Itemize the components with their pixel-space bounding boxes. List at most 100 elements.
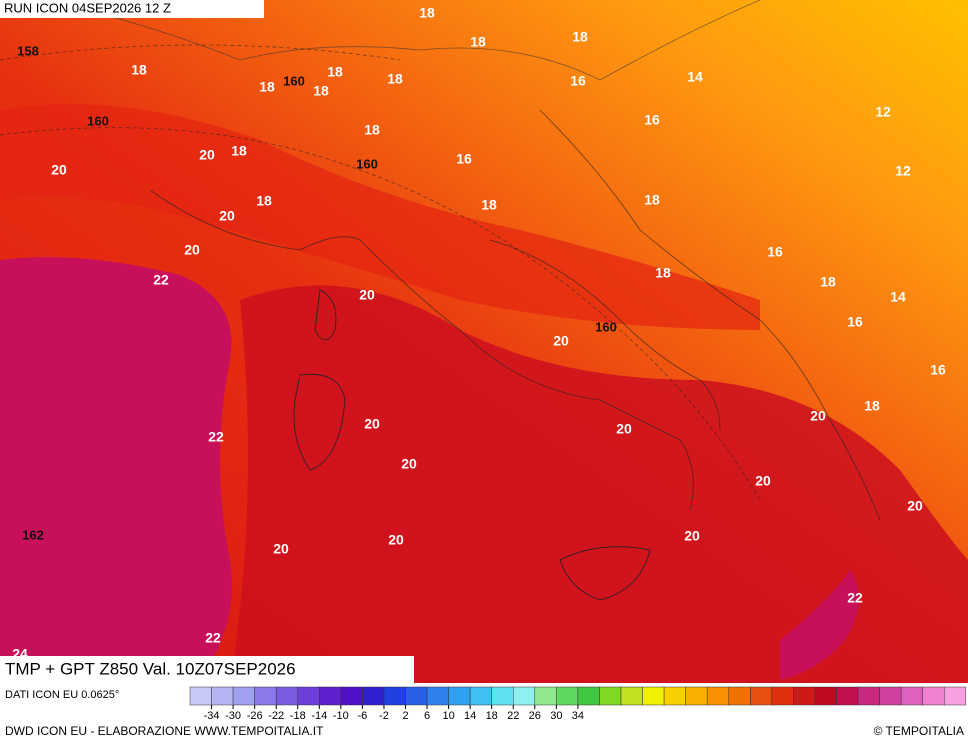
height-label: 160 <box>356 156 378 171</box>
temperature-label: 20 <box>359 287 375 303</box>
temperature-label: 20 <box>273 541 289 557</box>
temperature-label: 18 <box>820 274 836 290</box>
temperature-label: 20 <box>616 421 632 437</box>
temperature-label: 18 <box>259 79 275 95</box>
colorbar-tick-label: -26 <box>247 710 263 722</box>
temperature-label: 16 <box>570 73 586 89</box>
colorbar-swatch <box>900 686 923 706</box>
height-label: 162 <box>22 527 44 542</box>
temperature-label: 18 <box>481 197 497 213</box>
temperature-label: 18 <box>131 62 147 78</box>
brand-label: © TEMPOITALIA <box>874 724 964 738</box>
colorbar-swatch <box>469 686 492 706</box>
colorbar-swatch <box>663 686 686 706</box>
colorbar-swatch <box>491 686 514 706</box>
colorbar-swatch <box>513 686 536 706</box>
credit-label: DWD ICON EU - ELABORAZIONE WWW.TEMPOITAL… <box>5 724 324 738</box>
temperature-label: 24 <box>12 646 28 662</box>
temperature-label: 20 <box>810 408 826 424</box>
temperature-label: 20 <box>684 528 700 544</box>
temperature-label: 14 <box>687 69 703 85</box>
temperature-label: 18 <box>470 34 486 50</box>
colorbar-swatch <box>275 686 299 706</box>
map-background <box>0 0 968 683</box>
colorbar-tick-label: 26 <box>529 710 541 722</box>
colorbar-swatch <box>211 686 234 706</box>
colorbar-tick-label: -14 <box>311 710 327 722</box>
temperature-label: 20 <box>401 456 417 472</box>
temperature-label: 20 <box>219 208 235 224</box>
title-box <box>0 656 414 683</box>
temperature-label: 18 <box>864 398 880 414</box>
colorbar-swatch <box>426 686 449 706</box>
temperature-label: 16 <box>767 244 783 260</box>
colorbar-swatch <box>706 686 730 706</box>
temperature-label: 20 <box>907 498 923 514</box>
colorbar-swatch <box>362 686 385 706</box>
colorbar-tick-label: -2 <box>379 710 389 722</box>
run-label: RUN ICON 04SEP2026 12 Z <box>4 0 171 15</box>
colorbar-tick-label: 30 <box>550 710 562 722</box>
height-label: 160 <box>87 113 109 128</box>
colorbar-swatch <box>879 686 902 706</box>
map-title: TMP + GPT Z850 Val. 10Z07SEP2026 <box>5 659 296 678</box>
colorbar-swatch <box>599 686 622 706</box>
temperature-label: 18 <box>387 71 403 87</box>
colorbar-swatch <box>254 686 277 706</box>
colorbar-swatch <box>534 686 557 706</box>
run-box <box>0 0 264 18</box>
colorbar-swatch <box>448 686 471 706</box>
temperature-label: 20 <box>553 333 569 349</box>
temperature-label: 18 <box>256 193 272 209</box>
colorbar-tick-label: 22 <box>507 710 519 722</box>
colorbar-swatch <box>319 686 342 706</box>
colorbar-swatch <box>297 686 320 706</box>
temperature-label: 18 <box>364 122 380 138</box>
height-label: 158 <box>17 43 39 58</box>
colorbar-swatch <box>232 686 255 706</box>
temperature-label: 20 <box>364 416 380 432</box>
temperature-label: 16 <box>456 151 472 167</box>
colorbar-swatch <box>857 686 880 706</box>
temperature-label: 18 <box>655 265 671 281</box>
temperature-label: 16 <box>644 112 660 128</box>
temperature-label: 18 <box>419 5 435 21</box>
colorbar: -34 -30 -26 -22 -18 -14 -10 -6 -2 2 6 10 14 18 22 26 30 3… <box>189 686 967 722</box>
colorbar-tick-label: -34 <box>204 710 220 722</box>
temperature-label: 18 <box>644 192 660 208</box>
colorbar-swatch <box>642 686 665 706</box>
colorbar-swatch <box>836 686 859 706</box>
colorbar-swatch <box>620 686 643 706</box>
colorbar-tick-label: 34 <box>572 710 584 722</box>
colorbar-swatch <box>922 686 945 706</box>
colorbar-tick-label: 6 <box>424 710 430 722</box>
colorbar-swatch <box>383 686 406 706</box>
colorbar-swatch <box>728 686 751 706</box>
colorbar-tick-label: -22 <box>268 710 284 722</box>
temperature-label: 20 <box>184 242 200 258</box>
temperature-label: 18 <box>313 83 329 99</box>
temperature-label: 22 <box>208 429 224 445</box>
colorbar-swatch <box>793 686 816 706</box>
colorbar-swatch <box>405 686 428 706</box>
temperature-label: 18 <box>327 64 343 80</box>
temperature-label: 20 <box>755 473 771 489</box>
temperature-label: 18 <box>231 143 247 159</box>
height-label: 160 <box>283 73 305 88</box>
colorbar-swatch <box>577 686 600 706</box>
colorbar-swatch <box>189 686 212 706</box>
temperature-label: 14 <box>890 289 906 305</box>
temperature-label: 22 <box>205 630 221 646</box>
colorbar-tick-label: 2 <box>402 710 408 722</box>
colorbar-swatch <box>944 686 967 706</box>
temperature-label: 20 <box>199 147 215 163</box>
colorbar-swatch <box>771 686 794 706</box>
colorbar-swatch <box>750 686 773 706</box>
temperature-label: 22 <box>153 272 169 288</box>
colorbar-tick-label: -18 <box>290 710 306 722</box>
colorbar-swatch <box>814 686 837 706</box>
colorbar-tick-label: -6 <box>358 710 368 722</box>
colorbar-swatch <box>340 686 363 706</box>
colorbar-swatch <box>685 686 708 706</box>
